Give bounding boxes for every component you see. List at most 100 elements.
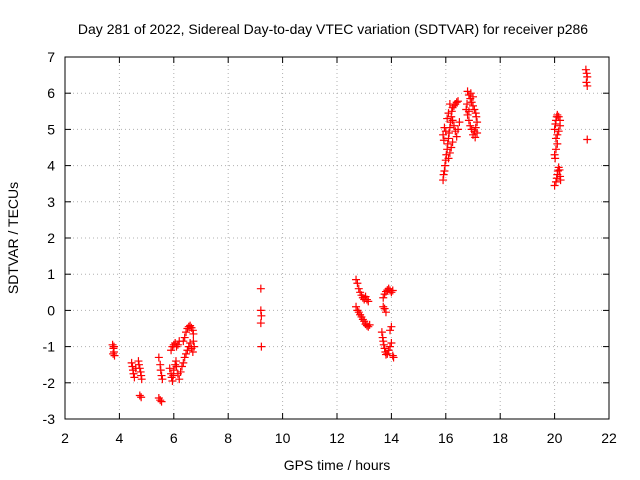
data-point	[256, 284, 265, 293]
data-point	[156, 366, 165, 375]
data-point	[464, 91, 473, 100]
data-point	[556, 176, 565, 185]
data-point	[466, 89, 475, 98]
data-point	[551, 177, 560, 186]
data-point	[358, 315, 367, 324]
data-point	[550, 125, 559, 134]
data-point	[176, 367, 185, 376]
x-tick-label: 4	[116, 430, 124, 446]
data-point	[156, 396, 165, 405]
data-point	[443, 139, 452, 148]
data-point	[388, 351, 397, 360]
data-point	[439, 130, 448, 139]
data-point	[387, 322, 396, 331]
y-tick-label: 0	[47, 302, 55, 318]
data-point	[137, 375, 146, 384]
x-axis-label: GPS time / hours	[284, 457, 391, 473]
data-point	[381, 350, 390, 359]
y-axis-label: SDTVAR / TECUs	[5, 182, 21, 294]
y-tick-label: -2	[43, 375, 56, 391]
data-point	[188, 348, 197, 357]
data-point	[582, 78, 591, 87]
axis-ticks	[64, 56, 610, 420]
data-point	[554, 127, 563, 136]
data-point	[551, 134, 560, 143]
data-point	[550, 181, 559, 190]
data-point	[135, 364, 144, 373]
data-point	[583, 135, 592, 144]
data-point	[467, 98, 476, 107]
data-point	[473, 129, 482, 138]
data-point	[189, 337, 198, 346]
data-point	[448, 116, 457, 125]
data-point	[383, 349, 392, 358]
data-point	[173, 340, 182, 349]
data-point	[353, 306, 362, 315]
grid	[65, 57, 609, 419]
x-tick-label: 22	[601, 430, 617, 446]
data-point	[108, 340, 117, 349]
data-point	[171, 360, 180, 369]
data-point	[190, 342, 199, 351]
data-point	[158, 375, 167, 384]
x-tick-label: 14	[384, 430, 400, 446]
data-point	[179, 358, 188, 367]
x-tick-label: 16	[438, 430, 454, 446]
data-point	[362, 295, 371, 304]
data-point	[364, 322, 373, 331]
data-point	[167, 373, 176, 382]
data-point	[109, 342, 118, 351]
data-point	[386, 342, 395, 351]
data-point	[175, 375, 184, 384]
data-point	[352, 302, 361, 311]
data-point	[256, 319, 265, 328]
data-point	[452, 98, 461, 107]
data-point	[467, 125, 476, 134]
data-point	[463, 110, 472, 119]
data-point	[449, 121, 458, 130]
data-point	[172, 342, 181, 351]
data-point	[365, 320, 374, 329]
data-point	[463, 100, 472, 109]
data-point	[135, 391, 144, 400]
data-point	[386, 326, 395, 335]
data-point	[381, 308, 390, 317]
data-point	[380, 344, 389, 353]
data-point	[444, 154, 453, 163]
data-point	[551, 154, 560, 163]
data-point	[387, 288, 396, 297]
data-point	[440, 161, 449, 170]
data-point	[444, 109, 453, 118]
data-point	[556, 121, 565, 130]
data-point	[388, 286, 397, 295]
data-point	[445, 123, 454, 132]
data-point	[469, 101, 477, 110]
data-point	[180, 333, 189, 342]
data-point	[447, 143, 456, 152]
y-tick-label: 4	[47, 158, 55, 174]
data-point	[354, 284, 363, 293]
data-point	[182, 349, 191, 358]
data-point	[583, 72, 592, 81]
data-point	[445, 148, 454, 157]
data-point	[154, 353, 163, 362]
x-tick-label: 6	[170, 430, 178, 446]
data-point	[454, 97, 463, 106]
data-point	[182, 328, 191, 337]
x-tick-label: 10	[275, 430, 291, 446]
x-tick-label: 2	[61, 430, 69, 446]
data-point	[379, 302, 388, 311]
y-tick-label: 5	[47, 121, 55, 137]
data-point	[134, 360, 143, 369]
data-point	[464, 116, 473, 125]
data-point	[439, 170, 448, 179]
y-tick-label: 2	[47, 230, 55, 246]
x-tick-label: 8	[224, 430, 232, 446]
data-point	[177, 362, 186, 371]
y-tick-label: 3	[47, 194, 55, 210]
data-point	[464, 107, 473, 116]
data-point	[364, 297, 373, 306]
data-point	[127, 358, 136, 367]
